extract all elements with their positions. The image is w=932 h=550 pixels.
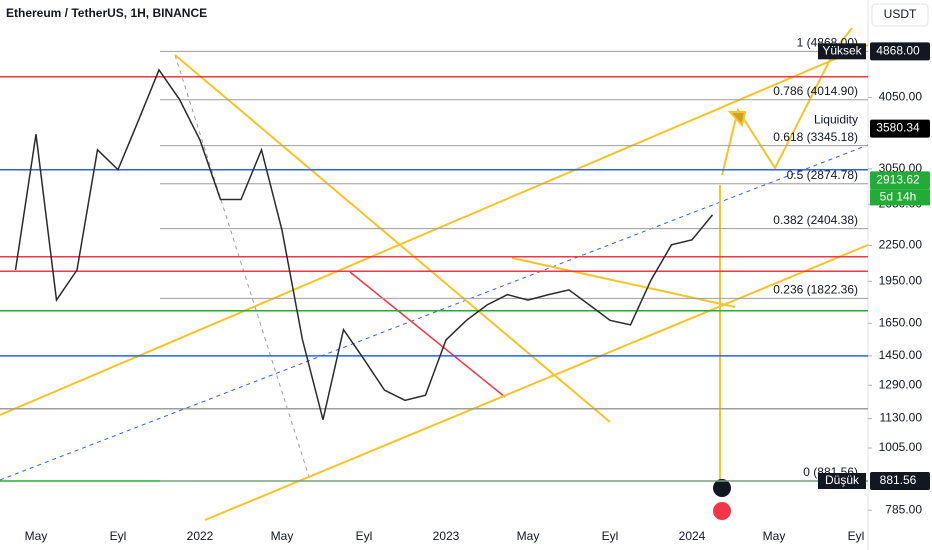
x-tick-label: May: [271, 529, 294, 543]
x-tick-label: Eyl: [110, 529, 127, 543]
price-tag: [818, 472, 866, 489]
fib-label: 0.382 (2404.38): [773, 213, 858, 227]
trendline: [174, 54, 611, 423]
yellow-trends: [0, 27, 869, 521]
price-badge-label: 2913.62: [876, 173, 920, 187]
target: [727, 111, 747, 128]
y-tick-label: 1005.00: [879, 440, 923, 454]
price-badge-label: 4868.00: [876, 43, 920, 57]
y-tick-label: 2250.00: [879, 238, 923, 252]
price-badge-label: 3580.34: [876, 121, 920, 135]
x-tick-label: 2023: [433, 529, 460, 543]
y-tick-label: 785.00: [885, 502, 922, 516]
y-tick-label: 1950.00: [879, 274, 923, 288]
price-badge: [870, 471, 930, 490]
y-tick-label: 1290.00: [879, 377, 923, 391]
x-tick-label: Eyl: [356, 529, 373, 543]
x-tick-label: May: [517, 529, 540, 543]
chart-title: Ethereum / TetherUS, 1H, BINANCE: [6, 6, 207, 20]
y-tick-label: 1130.00: [880, 411, 923, 425]
x-tick-label: 2024: [679, 529, 706, 543]
price-badge: [870, 119, 930, 138]
currency[interactable]: USDT: [884, 7, 917, 21]
fib-label: 0.618 (3345.18): [773, 130, 858, 144]
x-tick-label: May: [25, 529, 48, 543]
fib-label: 0.236 (1822.36): [773, 283, 858, 297]
currency-box[interactable]: [871, 3, 929, 27]
price-line: [14, 68, 714, 420]
annotation: Liquidity: [814, 112, 858, 126]
y-tick-label: 1450.00: [879, 348, 923, 362]
trendline: [204, 244, 869, 521]
price-note: 5d 14h: [880, 190, 917, 204]
x-tick-label: Eyl: [602, 529, 619, 543]
price-badge: [870, 42, 930, 61]
price-badge: [870, 171, 930, 190]
x-tick-label: 2022: [187, 529, 214, 543]
trendline: [0, 44, 869, 416]
red-trend: [349, 271, 506, 398]
y-tick-label: 1650.00: [879, 316, 923, 330]
drawings: [0, 27, 869, 521]
price-tag-label: Yüksek: [822, 43, 862, 57]
dashed-trend: [0, 144, 869, 481]
price-tag-label: Düşük: [825, 473, 860, 487]
fib-label: 0.5 (2874.78): [787, 168, 858, 182]
price-note-box: [870, 189, 930, 206]
fib-label: 0.786 (4014.90): [773, 84, 858, 98]
event-icon: [713, 479, 731, 497]
y-tick-label: 4050.00: [879, 90, 923, 104]
x-tick-label: Eyl: [848, 529, 865, 543]
price-tag: [818, 43, 866, 60]
x-tick-label: May: [763, 529, 786, 543]
price-badge-label: 881.56: [880, 473, 917, 487]
event-icon: [713, 502, 731, 520]
path-arrow: [721, 27, 853, 176]
